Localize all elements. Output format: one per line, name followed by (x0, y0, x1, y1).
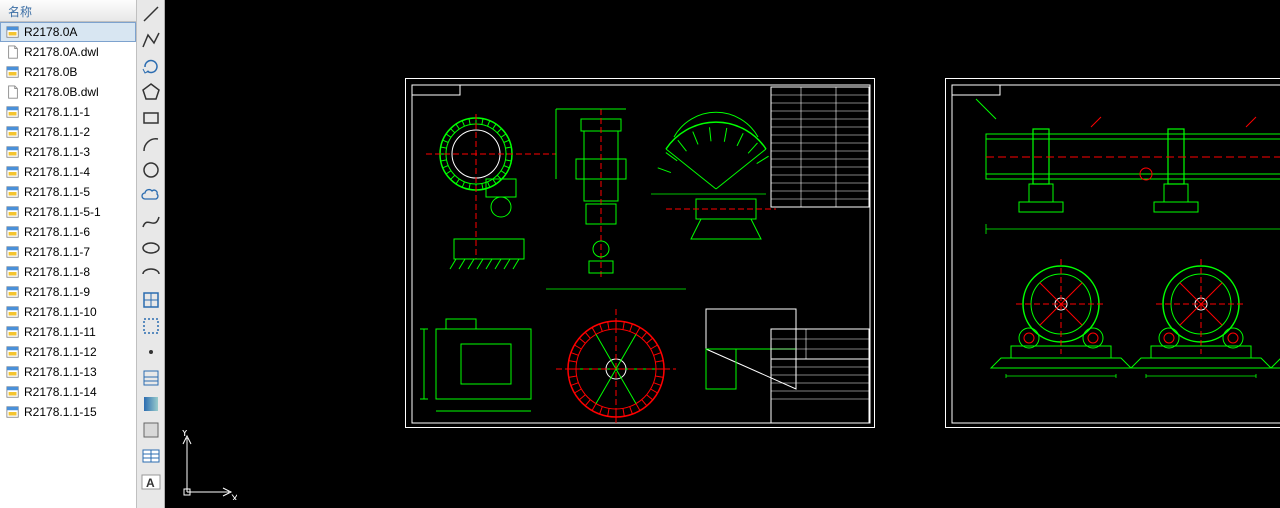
circle-tool[interactable] (139, 158, 163, 182)
file-item-label: R2178.0B (24, 65, 77, 79)
file-item-label: R2178.0A.dwl (24, 45, 99, 59)
ellipsearc-tool[interactable] (139, 262, 163, 286)
file-item-label: R2178.1.1-13 (24, 365, 97, 379)
file-item-label: R2178.1.1-11 (24, 325, 96, 339)
arc-tool[interactable] (139, 132, 163, 156)
file-item-label: R2178.1.1-8 (24, 265, 90, 279)
file-item[interactable]: R2178.1.1-10 (0, 302, 136, 322)
file-item[interactable]: R2178.1.1-9 (0, 282, 136, 302)
file-item[interactable]: R2178.1.1-13 (0, 362, 136, 382)
file-item[interactable]: R2178.1.1-11 (0, 322, 136, 342)
file-item-label: R2178.1.1-5 (24, 185, 90, 199)
draw-toolbar: A (137, 0, 165, 508)
table-tool[interactable] (139, 444, 163, 468)
file-header: 名称 (0, 0, 136, 22)
block-tool[interactable] (139, 288, 163, 312)
file-item-label: R2178.1.1-15 (24, 405, 97, 419)
hatch-tool[interactable] (139, 366, 163, 390)
file-item[interactable]: R2178.0B.dwl (0, 82, 136, 102)
file-item-label: R2178.1.1-7 (24, 245, 90, 259)
file-item-label: R2178.1.1-5-1 (24, 205, 101, 219)
drawing-sheet (945, 78, 1280, 428)
file-item-label: R2178.1.1-1 (24, 105, 90, 119)
file-item[interactable]: R2178.1.1-15 (0, 402, 136, 422)
file-item[interactable]: R2178.0B (0, 62, 136, 82)
file-item-label: R2178.1.1-9 (24, 285, 90, 299)
file-item[interactable]: R2178.1.1-4 (0, 162, 136, 182)
file-item[interactable]: R2178.1.1-5-1 (0, 202, 136, 222)
ellipse-tool[interactable] (139, 236, 163, 260)
spline-tool[interactable] (139, 210, 163, 234)
file-header-label: 名称 (8, 5, 32, 19)
point-tool[interactable] (139, 340, 163, 364)
redo-tool[interactable] (139, 54, 163, 78)
file-item[interactable]: R2178.1.1-14 (0, 382, 136, 402)
file-item[interactable]: R2178.0A.dwl (0, 42, 136, 62)
file-item-label: R2178.1.1-3 (24, 145, 90, 159)
drawing-sheet (405, 78, 875, 428)
polyline-tool[interactable] (139, 28, 163, 52)
file-item[interactable]: R2178.1.1-12 (0, 342, 136, 362)
file-item[interactable]: R2178.1.1-7 (0, 242, 136, 262)
file-item-label: R2178.1.1-6 (24, 225, 90, 239)
model-space-canvas[interactable]: Y X (165, 0, 1280, 508)
revcloud-tool[interactable] (139, 184, 163, 208)
file-item[interactable]: R2178.1.1-1 (0, 102, 136, 122)
text-tool[interactable]: A (139, 470, 163, 494)
polygon-tool[interactable] (139, 80, 163, 104)
file-item[interactable]: R2178.1.1-5 (0, 182, 136, 202)
region-tool[interactable] (139, 418, 163, 442)
file-item-label: R2178.1.1-2 (24, 125, 90, 139)
file-item[interactable]: R2178.1.1-3 (0, 142, 136, 162)
ucs-y-label: Y (181, 430, 189, 439)
file-item-label: R2178.1.1-10 (24, 305, 97, 319)
file-browser-panel: 名称 R2178.0A R2178.0A.dwl R2178.0B R2178.0B.… (0, 0, 137, 508)
file-item-label: R2178.1.1-14 (24, 385, 97, 399)
file-item-label: R2178.0A (24, 25, 77, 39)
file-list[interactable]: R2178.0A R2178.0A.dwl R2178.0B R2178.0B.dwl… (0, 22, 136, 508)
file-item[interactable]: R2178.1.1-2 (0, 122, 136, 142)
ucs-x-label: X (231, 493, 237, 500)
file-item-label: R2178.1.1-12 (24, 345, 97, 359)
svg-text:A: A (146, 476, 155, 490)
ucs-icon: Y X (177, 430, 237, 500)
file-item[interactable]: R2178.0A (0, 22, 136, 42)
file-item-label: R2178.1.1-4 (24, 165, 90, 179)
file-item[interactable]: R2178.1.1-8 (0, 262, 136, 282)
file-item-label: R2178.0B.dwl (24, 85, 99, 99)
line-tool[interactable] (139, 2, 163, 26)
file-item[interactable]: R2178.1.1-6 (0, 222, 136, 242)
blockdash-tool[interactable] (139, 314, 163, 338)
rectangle-tool[interactable] (139, 106, 163, 130)
gradient-tool[interactable] (139, 392, 163, 416)
